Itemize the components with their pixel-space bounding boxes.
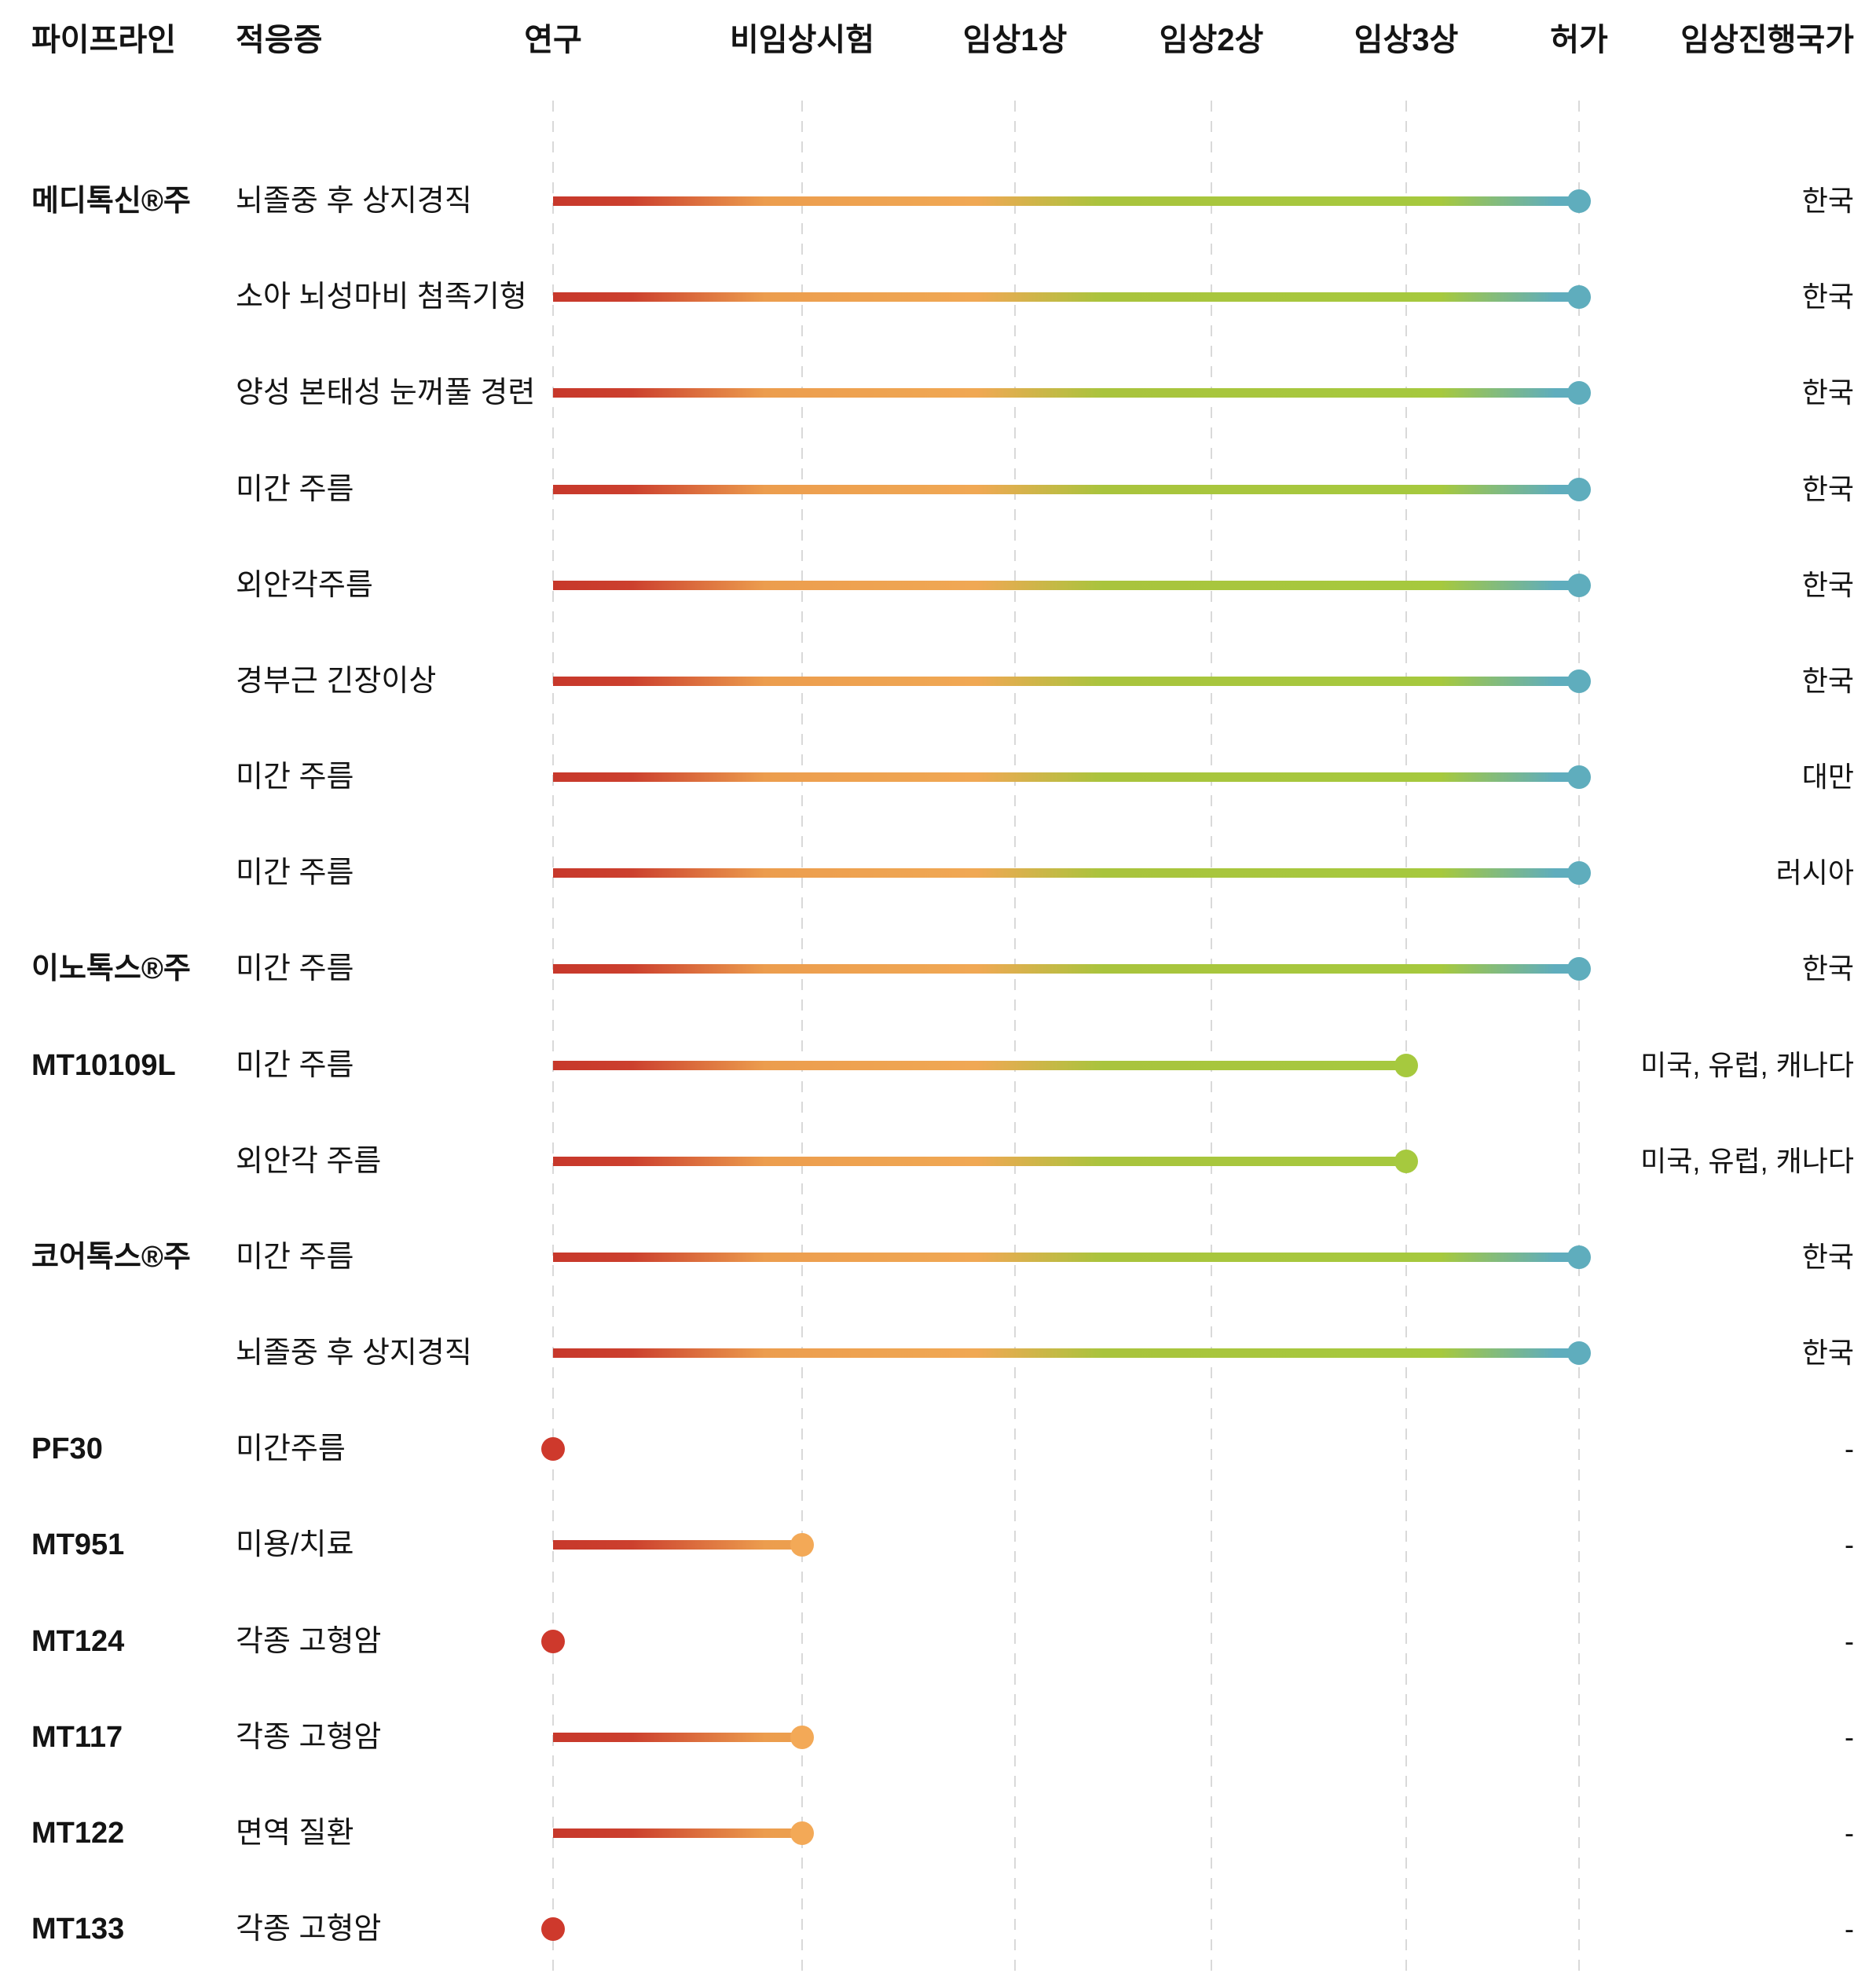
header-stage-5: 임상3상 (1354, 23, 1459, 57)
country-label: 한국 (1801, 376, 1854, 409)
progress-bar (553, 868, 1579, 878)
header-stage-1: 연구 (524, 23, 582, 57)
gridline-연구 (552, 101, 554, 1977)
indication-label: 뇌졸중 후 상지경직 (236, 1337, 472, 1370)
header-stage-2: 비임상시험 (730, 23, 874, 57)
gridline-허가 (1578, 101, 1580, 1977)
progress-bar (553, 1733, 802, 1742)
indication-label: 각종 고형암 (236, 1625, 382, 1658)
indication-label: 미용/치료 (236, 1528, 354, 1561)
gridline-임상3상 (1405, 101, 1407, 1977)
country-label: 러시아 (1775, 856, 1854, 889)
stage-dot-연구 (541, 1630, 565, 1653)
progress-bar (553, 964, 1579, 974)
header-stage-3: 임상1상 (962, 23, 1068, 57)
indication-label: 미간 주름 (236, 1049, 354, 1082)
stage-dot-연구 (541, 1437, 565, 1461)
stage-dot-허가 (1567, 478, 1591, 501)
stage-dot-허가 (1567, 381, 1591, 405)
stage-dot-비임상시험 (790, 1821, 814, 1845)
progress-bar (553, 292, 1579, 302)
gridline-비임상시험 (801, 101, 803, 1977)
progress-bar (553, 388, 1579, 398)
indication-label: 미간주름 (236, 1432, 346, 1465)
indication-label: 각종 고형암 (236, 1721, 382, 1754)
stage-dot-허가 (1567, 765, 1591, 789)
indication-label: 미간 주름 (236, 473, 354, 506)
stage-dot-허가 (1567, 189, 1591, 213)
country-label: 한국 (1801, 281, 1854, 313)
progress-bar (553, 485, 1579, 494)
country-label: - (1845, 1625, 1854, 1657)
pipeline-name: MT133 (31, 1913, 125, 1946)
pipeline-name: MT124 (31, 1625, 125, 1658)
country-label: 한국 (1801, 1241, 1854, 1273)
indication-label: 경부근 긴장이상 (236, 665, 437, 698)
stage-dot-비임상시험 (790, 1533, 814, 1557)
header-stage-6: 허가 (1550, 23, 1608, 57)
pipeline-name: PF30 (31, 1432, 103, 1465)
country-label: 한국 (1801, 569, 1854, 601)
stage-dot-임상3상 (1394, 1150, 1418, 1173)
pipeline-name: MT117 (31, 1721, 123, 1754)
stage-dot-연구 (541, 1917, 565, 1941)
header-pipeline: 파이프라인 (31, 23, 176, 57)
indication-label: 면역 질환 (236, 1817, 354, 1850)
pipeline-name: 이노톡스®주 (31, 952, 191, 985)
stage-dot-비임상시험 (790, 1726, 814, 1749)
country-label: - (1845, 1817, 1854, 1849)
progress-bar (553, 677, 1579, 686)
stage-dot-허가 (1567, 574, 1591, 597)
country-label: 미국, 유럽, 캐나다 (1640, 1049, 1854, 1081)
indication-label: 각종 고형암 (236, 1913, 382, 1946)
indication-label: 양성 본태성 눈꺼풀 경련 (236, 376, 536, 409)
pipeline-name: 코어톡스®주 (31, 1241, 191, 1274)
gridline-임상2상 (1211, 101, 1212, 1977)
indication-label: 외안각주름 (236, 569, 373, 602)
indication-label: 뇌졸중 후 상지경직 (236, 185, 472, 218)
pipeline-name: MT10109L (31, 1049, 176, 1082)
pipeline-name: MT951 (31, 1528, 125, 1561)
country-label: 미국, 유럽, 캐나다 (1640, 1145, 1854, 1177)
stage-dot-허가 (1567, 861, 1591, 885)
header-indication: 적응증 (236, 23, 323, 57)
header-country: 임상진행국가 (1680, 23, 1854, 57)
country-label: - (1845, 1528, 1854, 1561)
progress-bar (553, 1061, 1406, 1070)
country-label: 한국 (1801, 952, 1854, 985)
stage-dot-허가 (1567, 285, 1591, 309)
indication-label: 미간 주름 (236, 1241, 354, 1274)
progress-bar (553, 1828, 802, 1838)
country-label: - (1845, 1721, 1854, 1753)
gridline-임상1상 (1014, 101, 1016, 1977)
country-label: 한국 (1801, 473, 1854, 505)
stage-dot-허가 (1567, 1341, 1591, 1365)
progress-bar (553, 1253, 1579, 1262)
indication-label: 미간 주름 (236, 856, 354, 889)
indication-label: 소아 뇌성마비 첨족기형 (236, 281, 527, 314)
stage-dot-허가 (1567, 1245, 1591, 1269)
country-label: 한국 (1801, 185, 1854, 217)
indication-label: 외안각 주름 (236, 1145, 382, 1178)
progress-bar (553, 196, 1579, 206)
indication-label: 미간 주름 (236, 761, 354, 794)
country-label: - (1845, 1432, 1854, 1465)
progress-bar (553, 1540, 802, 1550)
country-label: 한국 (1801, 1337, 1854, 1369)
progress-bar (553, 1157, 1406, 1166)
stage-dot-허가 (1567, 669, 1591, 693)
progress-bar (553, 1348, 1579, 1358)
progress-bar (553, 581, 1579, 590)
stage-dot-허가 (1567, 957, 1591, 981)
country-label: 한국 (1801, 665, 1854, 697)
pipeline-name: 메디톡신®주 (31, 185, 191, 218)
country-label: 대만 (1801, 761, 1854, 793)
country-label: - (1845, 1913, 1854, 1945)
indication-label: 미간 주름 (236, 952, 354, 985)
stage-dot-임상3상 (1394, 1054, 1418, 1077)
pipeline-name: MT122 (31, 1817, 125, 1850)
header-stage-4: 임상2상 (1159, 23, 1264, 57)
progress-bar (553, 772, 1579, 782)
